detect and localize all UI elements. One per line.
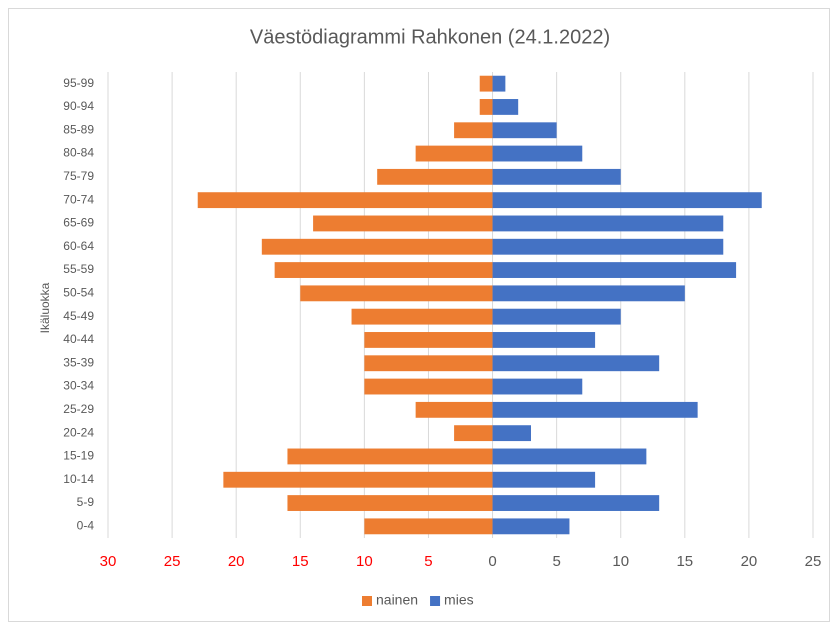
bar xyxy=(492,425,531,442)
y-tick-label: 15-19 xyxy=(63,449,94,463)
bar xyxy=(454,122,493,139)
x-tick-label: 5 xyxy=(552,553,560,570)
bar xyxy=(364,378,493,395)
y-tick-label: 35-39 xyxy=(63,355,94,369)
x-tick-label: 20 xyxy=(228,553,245,570)
x-tick-label: 0 xyxy=(488,553,496,570)
bar xyxy=(313,215,493,232)
bar xyxy=(364,355,493,372)
bar xyxy=(300,285,493,302)
y-axis-label: Ikäluokka xyxy=(38,282,52,333)
y-tick-label: 20-24 xyxy=(63,425,94,439)
y-tick-label: 85-89 xyxy=(63,122,94,136)
bar xyxy=(454,425,493,442)
bar xyxy=(492,238,724,255)
y-tick-label: 40-44 xyxy=(63,332,94,346)
x-tick-label: 15 xyxy=(676,553,693,570)
y-tick-label: 80-84 xyxy=(63,146,94,160)
y-tick-label: 75-79 xyxy=(63,169,94,183)
bar xyxy=(479,75,493,92)
bar xyxy=(492,285,685,302)
x-tick-label: 20 xyxy=(741,553,758,570)
bar xyxy=(492,308,621,325)
bar xyxy=(364,332,493,348)
bar xyxy=(261,238,493,255)
x-tick-label: 5 xyxy=(424,553,432,570)
bar xyxy=(492,378,583,395)
bar xyxy=(492,262,737,278)
y-tick-label: 60-64 xyxy=(63,239,94,253)
bar xyxy=(287,448,493,465)
y-tick-label: 10-14 xyxy=(63,472,94,486)
y-tick-label: 70-74 xyxy=(63,192,94,206)
y-tick-label: 5-9 xyxy=(77,495,95,509)
legend-label: nainen xyxy=(376,592,418,608)
bar xyxy=(415,401,493,418)
bar xyxy=(287,495,493,511)
y-tick-label: 95-99 xyxy=(63,76,94,90)
legend-swatch xyxy=(362,596,372,606)
bar xyxy=(492,401,698,418)
y-tick-label: 45-49 xyxy=(63,309,94,323)
y-tick-label: 25-29 xyxy=(63,402,94,416)
bar xyxy=(492,215,724,232)
bar xyxy=(274,262,493,278)
y-tick-label: 65-69 xyxy=(63,216,94,230)
bar xyxy=(351,308,493,325)
bar xyxy=(492,448,647,465)
x-tick-label: 25 xyxy=(164,553,181,570)
y-tick-label: 55-59 xyxy=(63,262,94,276)
y-tick-label: 90-94 xyxy=(63,99,94,113)
bar xyxy=(492,192,762,209)
bar xyxy=(492,332,596,348)
y-tick-label: 0-4 xyxy=(77,519,95,533)
bar xyxy=(492,518,570,535)
bar xyxy=(492,145,583,162)
legend-swatch xyxy=(430,596,441,606)
legend-label: mies xyxy=(444,592,474,608)
bar xyxy=(492,75,506,92)
x-tick-label: 10 xyxy=(612,553,629,570)
y-tick-label: 30-34 xyxy=(63,379,94,393)
bar xyxy=(492,471,596,488)
bar xyxy=(415,145,493,162)
x-tick-label: 30 xyxy=(100,553,117,570)
bar xyxy=(492,122,557,139)
x-tick-label: 15 xyxy=(292,553,309,570)
y-tick-label: 50-54 xyxy=(63,286,94,300)
bar xyxy=(377,168,493,185)
bar xyxy=(223,471,493,488)
x-tick-label: 25 xyxy=(805,553,822,570)
bar xyxy=(197,192,493,209)
bar xyxy=(479,99,493,115)
bar xyxy=(492,168,621,185)
bar xyxy=(492,355,660,372)
bar xyxy=(492,99,519,115)
x-tick-label: 10 xyxy=(356,553,373,570)
bar xyxy=(492,495,660,511)
chart-title: Väestödiagrammi Rahkonen (24.1.2022) xyxy=(250,26,610,48)
bar xyxy=(364,518,493,535)
